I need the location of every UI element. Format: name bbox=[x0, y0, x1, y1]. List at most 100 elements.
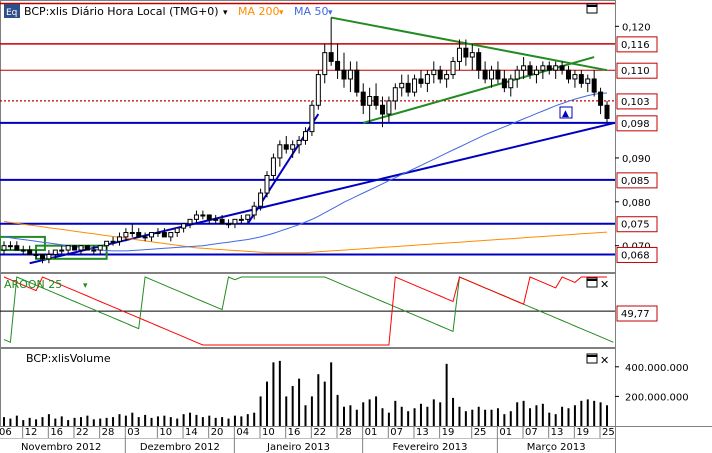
candle-body[interactable] bbox=[476, 52, 482, 71]
candle-body[interactable] bbox=[110, 240, 116, 243]
volume-panel-close-button[interactable]: ✕ bbox=[600, 354, 609, 367]
symbol-label[interactable]: BCP:xlis Diário Hora Local (TMG+0) bbox=[24, 5, 219, 18]
candle-body[interactable] bbox=[219, 218, 225, 225]
candle-body[interactable] bbox=[238, 218, 244, 221]
candle-body[interactable] bbox=[379, 104, 385, 115]
ma200-dropdown-icon[interactable]: ▾ bbox=[279, 8, 284, 18]
candle-body[interactable] bbox=[424, 74, 430, 84]
candle-body[interactable] bbox=[283, 144, 289, 150]
ma50-dropdown-icon[interactable]: ▾ bbox=[328, 8, 333, 18]
aroon-panel-close-button[interactable]: ✕ bbox=[600, 278, 609, 291]
eq-badge[interactable] bbox=[4, 4, 20, 18]
candle-body[interactable] bbox=[546, 65, 552, 71]
candle-body[interactable] bbox=[155, 232, 161, 235]
candle-body[interactable] bbox=[129, 232, 135, 235]
candle-body[interactable] bbox=[52, 249, 58, 255]
candle-body[interactable] bbox=[200, 214, 206, 217]
candle-body[interactable] bbox=[482, 69, 488, 80]
candle-body[interactable] bbox=[33, 253, 39, 256]
candle-body[interactable] bbox=[347, 69, 353, 80]
volume-panel-maximize-button[interactable] bbox=[586, 353, 598, 364]
long-support-trendline[interactable] bbox=[29, 121, 616, 265]
candle-body[interactable] bbox=[59, 249, 65, 252]
candle-body[interactable] bbox=[270, 157, 276, 176]
candle-body[interactable] bbox=[245, 214, 251, 220]
candle-body[interactable] bbox=[437, 69, 443, 80]
candle-body[interactable] bbox=[123, 232, 129, 238]
candle-body[interactable] bbox=[412, 78, 418, 93]
candle-body[interactable] bbox=[264, 174, 270, 194]
candle-body[interactable] bbox=[341, 69, 347, 80]
candle-body[interactable] bbox=[168, 232, 174, 238]
candle-body[interactable] bbox=[290, 144, 296, 150]
candle-body[interactable] bbox=[116, 236, 122, 242]
candle-body[interactable] bbox=[373, 96, 379, 106]
candle-body[interactable] bbox=[354, 69, 360, 93]
candle-body[interactable] bbox=[258, 192, 264, 207]
candle-body[interactable] bbox=[559, 65, 565, 71]
candle-body[interactable] bbox=[181, 223, 187, 229]
candle-body[interactable] bbox=[456, 47, 462, 62]
candle-body[interactable] bbox=[450, 60, 456, 76]
candle-body[interactable] bbox=[591, 78, 597, 93]
candle-body[interactable] bbox=[7, 245, 13, 248]
candle-body[interactable] bbox=[495, 69, 501, 80]
ma200-label[interactable]: MA 200 bbox=[238, 5, 280, 18]
candle-body[interactable] bbox=[136, 232, 142, 238]
candle-body[interactable] bbox=[322, 52, 328, 76]
candle-body[interactable] bbox=[418, 78, 424, 84]
candle-body[interactable] bbox=[174, 227, 180, 234]
upper-triangle-line[interactable] bbox=[330, 16, 608, 72]
candle-body[interactable] bbox=[78, 245, 84, 251]
candle-body[interactable] bbox=[91, 249, 97, 252]
candle-body[interactable] bbox=[553, 65, 559, 71]
candle-body[interactable] bbox=[193, 214, 199, 220]
candle-body[interactable] bbox=[604, 104, 610, 119]
candle-body[interactable] bbox=[27, 249, 33, 255]
candle-body[interactable] bbox=[501, 78, 507, 89]
candle-body[interactable] bbox=[489, 69, 495, 80]
candle-body[interactable] bbox=[585, 78, 591, 84]
candle-body[interactable] bbox=[104, 240, 110, 247]
candle-body[interactable] bbox=[572, 74, 578, 80]
candle-body[interactable] bbox=[46, 253, 52, 260]
candle-body[interactable] bbox=[533, 69, 539, 76]
candle-body[interactable] bbox=[161, 232, 167, 238]
candle-body[interactable] bbox=[187, 218, 193, 225]
candle-body[interactable] bbox=[39, 253, 45, 260]
alert-marker[interactable]: ▲ bbox=[559, 106, 573, 119]
aroon-dropdown-icon[interactable]: ▾ bbox=[83, 281, 88, 291]
candle-body[interactable] bbox=[251, 205, 257, 216]
aroon-label[interactable]: AROON 25 bbox=[4, 278, 62, 291]
candle-body[interactable] bbox=[65, 245, 71, 251]
candle-body[interactable] bbox=[213, 218, 219, 221]
candle-body[interactable] bbox=[315, 74, 321, 106]
candle-body[interactable] bbox=[367, 96, 373, 106]
candle-body[interactable] bbox=[328, 52, 334, 62]
candle-body[interactable] bbox=[1, 245, 7, 251]
candle-body[interactable] bbox=[578, 74, 584, 84]
candle-body[interactable] bbox=[303, 131, 308, 141]
candle-body[interactable] bbox=[149, 232, 155, 238]
aroon-panel-maximize-button[interactable] bbox=[586, 277, 598, 288]
candle-body[interactable] bbox=[399, 82, 405, 89]
candle-body[interactable] bbox=[226, 223, 232, 226]
candle-body[interactable] bbox=[566, 69, 572, 80]
candle-body[interactable] bbox=[360, 91, 366, 106]
candle-body[interactable] bbox=[527, 65, 533, 76]
candle-body[interactable] bbox=[540, 65, 546, 71]
candle-body[interactable] bbox=[84, 245, 90, 251]
candle-body[interactable] bbox=[463, 47, 469, 58]
candle-body[interactable] bbox=[469, 52, 475, 58]
candle-body[interactable] bbox=[514, 69, 520, 80]
candle-body[interactable] bbox=[142, 236, 148, 239]
symbol-dropdown-icon[interactable]: ▾ bbox=[223, 8, 228, 18]
candle-body[interactable] bbox=[277, 144, 283, 159]
candle-body[interactable] bbox=[508, 78, 514, 89]
candle-body[interactable] bbox=[232, 218, 238, 225]
volume-label[interactable]: BCP:xlisVolume bbox=[26, 352, 111, 365]
candle-body[interactable] bbox=[20, 249, 26, 252]
candle-body[interactable] bbox=[14, 245, 20, 251]
candle-body[interactable] bbox=[521, 65, 527, 71]
candle-body[interactable] bbox=[72, 245, 78, 251]
